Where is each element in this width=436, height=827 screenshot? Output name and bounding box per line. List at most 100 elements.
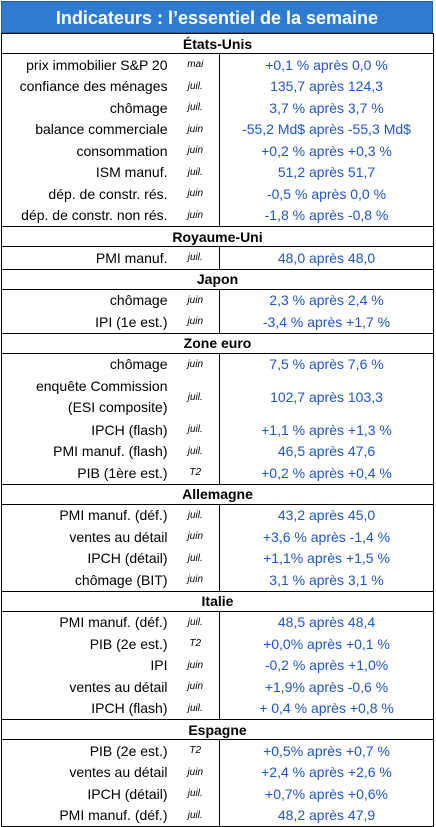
indicator-row: chômage juil. 3,7 % après 3,7 % xyxy=(1,97,435,119)
indicator-period: juil. xyxy=(171,804,220,827)
indicator-row: ventes au détail juin +2,4 % après +2,6 % xyxy=(1,761,435,783)
indicator-period: juin xyxy=(171,140,220,162)
indicator-row: dép. de constr. non rés. juin -1,8 % après… xyxy=(1,204,435,227)
indicator-period: juin xyxy=(171,761,220,783)
indicator-label: IPCH (flash) xyxy=(1,697,172,720)
section-header-row: Zone euro xyxy=(0,332,435,354)
indicator-period: juin xyxy=(171,353,220,375)
indicator-row: balance commerciale juin -55,2 Md$ après -… xyxy=(1,118,435,140)
indicator-row: IPCH (détail) juil. +1,1% après +1,5 % xyxy=(1,547,435,569)
indicator-row: chômage juin 2,3 % après 2,4 % xyxy=(1,289,435,311)
indicator-label: PIB (2e est.) xyxy=(1,633,172,655)
section-title: Espagne xyxy=(0,719,435,740)
indicator-row: PMI manuf. (déf.) juil. 48,5 après 48,4 xyxy=(1,611,435,633)
indicator-label: PMI manuf. (déf.) xyxy=(1,804,172,827)
indicator-row: chômage juin 7,5 % après 7,6 % xyxy=(1,353,435,375)
indicator-label: ventes au détail xyxy=(1,676,172,698)
indicator-period: juil. xyxy=(171,547,220,569)
indicator-label: consommation xyxy=(1,140,172,162)
indicator-label: PMI manuf. xyxy=(1,246,172,270)
indicator-value: +2,4 % après +2,6 % xyxy=(218,761,435,783)
indicator-value: 48,5 après 48,4 xyxy=(218,611,435,633)
indicator-value: +1,9% après -0,6 % xyxy=(218,676,435,698)
indicator-value: 48,2 après 47,9 xyxy=(218,804,435,827)
indicator-row: IPCH (flash) juil. +1,1 % après +1,3 % xyxy=(1,419,435,441)
indicator-period: juil. xyxy=(171,375,220,419)
indicator-value: 2,3 % après 2,4 % xyxy=(218,289,435,311)
indicator-label: dép. de constr. non rés. xyxy=(1,204,172,227)
indicator-value: 3,7 % après 3,7 % xyxy=(218,97,435,119)
indicator-value: +3,6 % après -1,4 % xyxy=(218,526,435,548)
indicator-row: PIB (2e est.) T2 +0,5% après +0,7 % xyxy=(1,739,435,762)
indicator-period: juin xyxy=(171,118,220,140)
indicator-label: chômage xyxy=(1,97,172,119)
indicator-period: juil. xyxy=(171,246,220,270)
indicator-row: PIB (1ère est.) T2 +0,2 % après +0,4 % xyxy=(1,462,435,485)
indicator-label: prix immobilier S&P 20 xyxy=(1,53,172,76)
indicator-value: -0,2 % après +1,0% xyxy=(218,654,435,676)
indicator-value: +0,1 % après 0,0 % xyxy=(218,53,435,76)
indicator-label: chômage xyxy=(1,289,172,311)
indicator-period: juin xyxy=(171,676,220,698)
indicator-period: juil. xyxy=(171,97,220,119)
indicator-period: T2 xyxy=(171,739,220,762)
indicator-row: confiance des ménages juil. 135,7 après 12… xyxy=(1,75,435,97)
indicator-value: -1,8 % après -0,8 % xyxy=(218,204,435,227)
indicator-label: PIB (1ère est.) xyxy=(1,462,172,485)
indicator-value: 51,2 après 51,7 xyxy=(218,161,435,183)
indicator-period: juil. xyxy=(171,783,220,805)
indicator-value: +0,2 % après +0,3 % xyxy=(218,140,435,162)
indicator-label: PMI manuf. (flash) xyxy=(1,440,172,462)
section-header-row: États-Unis xyxy=(0,33,435,54)
indicator-period: juil. xyxy=(171,75,220,97)
indicator-label-line: enquête Commission xyxy=(35,378,168,394)
indicator-value: 48,0 après 48,0 xyxy=(218,246,435,270)
indicator-period: juin xyxy=(171,654,220,676)
indicator-value: 102,7 après 103,3 xyxy=(218,375,435,419)
indicator-row: PMI manuf. (déf.) juil. 48,2 après 47,9 xyxy=(1,804,435,827)
indicator-label: dép. de constr. rés. xyxy=(1,183,172,205)
indicator-row: IPCH (flash) juil. + 0,4 % après +0,8 % xyxy=(1,697,435,720)
indicator-label: balance commerciale xyxy=(1,118,172,140)
indicator-period: juin xyxy=(171,204,220,227)
indicator-period: juin xyxy=(171,311,220,334)
indicator-value: 7,5 % après 7,6 % xyxy=(218,353,435,375)
indicator-label-line: (ESI composite) xyxy=(67,399,168,415)
indicator-label: chômage xyxy=(1,353,172,375)
section-title: Italie xyxy=(0,590,435,612)
indicator-row: chômage (BIT) juin 3,1 % après 3,1 % xyxy=(1,569,435,592)
section-title: Allemagne xyxy=(0,483,435,505)
indicator-row: consommation juin +0,2 % après +0,3 % xyxy=(1,140,435,162)
indicator-row: PMI manuf. (flash) juil. 46,5 après 47,6 xyxy=(1,440,435,462)
indicator-value: 3,1 % après 3,1 % xyxy=(218,569,435,592)
indicator-row: ventes au détail juin +1,9% après -0,6 % xyxy=(1,676,435,698)
indicator-period: T2 xyxy=(171,462,220,485)
indicator-value: 43,2 après 45,0 xyxy=(218,504,435,526)
indicator-row: enquête Commission (ESI composite) juil. 10… xyxy=(1,375,435,419)
indicator-row: IPI (1e est.) juin -3,4 % après +1,7 % xyxy=(1,311,435,334)
indicator-label: confiance des ménages xyxy=(1,75,172,97)
indicator-label: chômage (BIT) xyxy=(1,569,172,592)
indicator-period: juil. xyxy=(171,419,220,441)
indicator-value: +0,0% après +0,1 % xyxy=(218,633,435,655)
page-title: Indicateurs : l’essentiel de la semaine xyxy=(1,1,433,33)
indicator-row: ISM manuf. juil. 51,2 après 51,7 xyxy=(1,161,435,183)
indicator-value: -55,2 Md$ après -55,3 Md$ xyxy=(218,118,435,140)
indicator-value: 46,5 après 47,6 xyxy=(218,440,435,462)
indicator-value: -0,5 % après 0,0 % xyxy=(218,183,435,205)
indicator-label: PMI manuf. (déf.) xyxy=(1,611,172,633)
indicator-period: juin xyxy=(171,289,220,311)
indicator-period: mai xyxy=(171,53,220,76)
indicator-label: IPCH (flash) xyxy=(1,419,172,441)
indicator-label: PMI manuf. (déf.) xyxy=(1,504,172,526)
indicator-label: PIB (2e est.) xyxy=(1,739,172,762)
indicator-row: dép. de constr. rés. juin -0,5 % après 0,0… xyxy=(1,183,435,205)
indicator-value: +0,7% après +0,6% xyxy=(218,783,435,805)
indicator-value: +1,1 % après +1,3 % xyxy=(218,419,435,441)
indicator-value: +0,5% après +0,7 % xyxy=(218,739,435,762)
indicator-label: ventes au détail xyxy=(1,526,172,548)
section-header-row: Italie xyxy=(0,590,435,612)
indicator-row: ventes au détail juin +3,6 % après -1,4 % xyxy=(1,526,435,548)
indicator-period: juin xyxy=(171,569,220,592)
indicator-label: ventes au détail xyxy=(1,761,172,783)
